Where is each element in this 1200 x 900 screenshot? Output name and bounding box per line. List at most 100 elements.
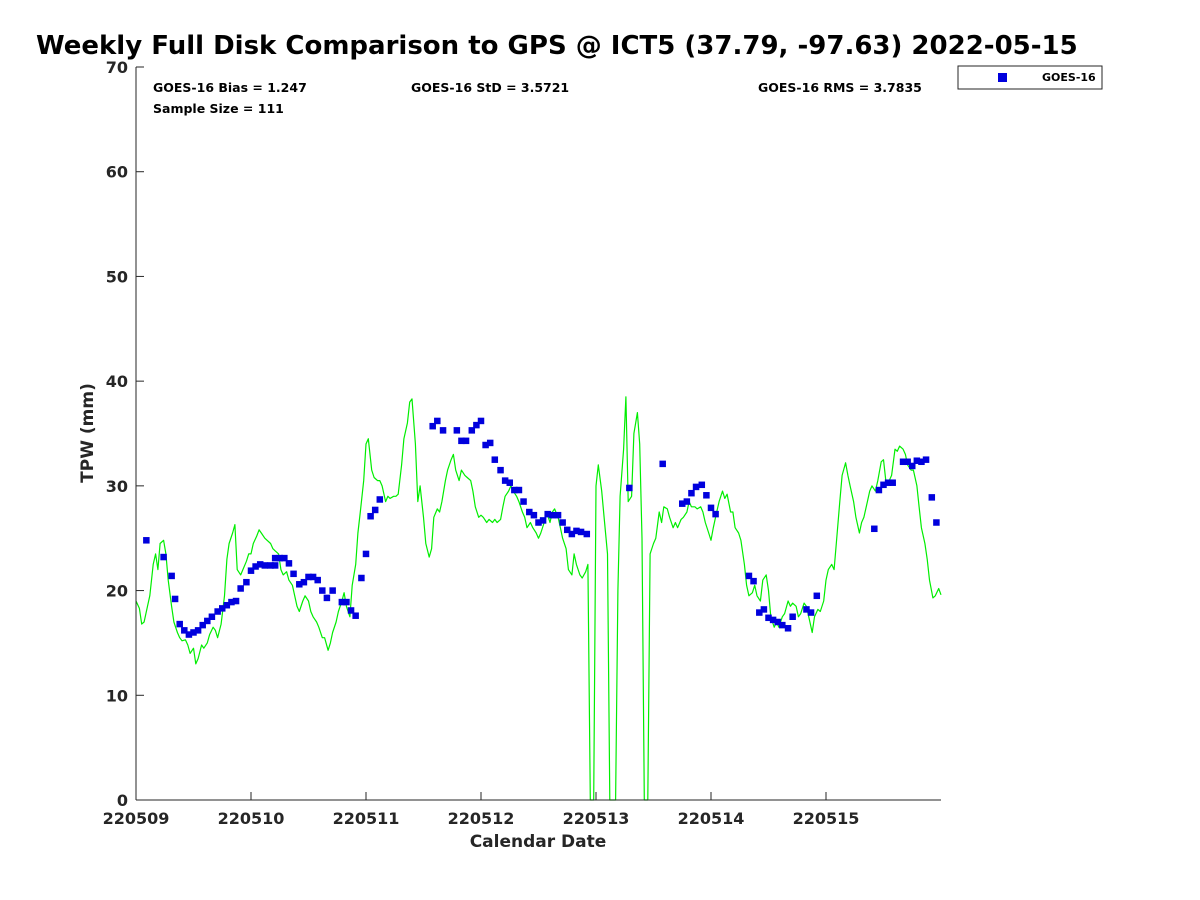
goes16-point: [807, 609, 815, 616]
y-tick-label: 30: [106, 477, 128, 496]
goes16-point: [486, 439, 494, 447]
goes16-point: [549, 511, 556, 519]
goes16-point: [922, 456, 930, 463]
goes16-point: [875, 486, 883, 494]
goes16-point: [659, 460, 666, 468]
y-tick-label: 20: [106, 582, 128, 601]
goes16-point: [501, 477, 509, 484]
goes16-point: [688, 489, 695, 497]
goes16-point: [181, 627, 188, 634]
std-stat: GOES-16 StD = 3.5721: [411, 80, 569, 95]
goes16-point: [160, 553, 167, 561]
goes16-point: [511, 486, 518, 494]
goes16-point: [223, 601, 231, 609]
goes16-point: [577, 528, 585, 536]
goes16-point: [530, 511, 538, 519]
goes16-point: [290, 570, 297, 578]
y-tick-label: 10: [106, 686, 128, 705]
goes16-point: [199, 621, 206, 629]
plot-area: [136, 67, 941, 800]
y-axis-ticks: 0 10 20 30 40 50 60 70: [106, 58, 144, 810]
gps-series-line: [135, 396, 942, 801]
legend: GOES-16: [957, 65, 1103, 90]
goes16-point: [261, 562, 269, 569]
x-tick-label: 220515: [793, 809, 860, 828]
legend-marker-goes16: [998, 73, 1007, 82]
goes16-point: [880, 481, 887, 489]
goes16-point: [228, 598, 235, 606]
goes16-point: [190, 629, 197, 636]
goes16-point: [267, 562, 274, 569]
goes16-marker-layer: [143, 417, 940, 638]
goes16-point: [933, 519, 940, 526]
goes16-point: [774, 618, 781, 626]
goes16-point: [232, 597, 240, 605]
goes16-point: [482, 441, 489, 449]
y-tick-label: 60: [106, 163, 128, 182]
goes16-point: [185, 631, 193, 638]
y-tick-label: 50: [106, 267, 128, 286]
goes16-point: [362, 550, 370, 558]
goes16-point: [243, 578, 250, 586]
goes16-point: [564, 526, 571, 534]
goes16-point: [281, 554, 288, 562]
goes16-point: [871, 525, 878, 533]
goes16-point: [554, 511, 562, 519]
goes16-point: [371, 506, 379, 514]
goes16-point: [214, 608, 221, 615]
goes16-point: [219, 605, 226, 612]
goes16-point: [367, 512, 374, 520]
goes16-point: [909, 462, 916, 470]
goes16-point: [539, 517, 547, 524]
goes16-point: [256, 561, 264, 568]
y-tick-label: 40: [106, 372, 128, 391]
goes16-point: [765, 614, 772, 622]
goes16-point: [683, 498, 691, 505]
goes16-point: [703, 492, 710, 499]
goes16-point: [252, 563, 259, 570]
goes16-point: [769, 616, 777, 624]
goes16-point: [750, 577, 757, 585]
goes16-point: [692, 483, 700, 491]
chart-title: Weekly Full Disk Comparison to GPS @ ICT…: [36, 31, 1078, 61]
goes16-point: [745, 572, 753, 580]
goes16-point: [143, 537, 150, 544]
goes16-point: [491, 456, 499, 463]
goes16-point: [712, 510, 719, 518]
goes16-point: [314, 576, 321, 584]
x-tick-label: 220510: [218, 809, 285, 828]
goes16-point: [247, 567, 255, 574]
gps-line-layer: [135, 396, 942, 801]
goes16-point: [913, 457, 921, 464]
goes16-point: [904, 458, 911, 466]
x-tick-label: 220514: [678, 809, 745, 828]
x-tick-label: 220513: [563, 809, 630, 828]
goes16-point: [323, 594, 331, 602]
goes16-point: [300, 578, 308, 586]
goes16-point: [889, 479, 896, 486]
goes16-point: [784, 625, 792, 632]
sample-size-stat: Sample Size = 111: [153, 101, 284, 116]
goes16-point: [535, 519, 542, 526]
goes16-point: [477, 417, 485, 425]
legend-label-goes16: GOES-16: [1042, 71, 1096, 84]
goes16-point: [276, 554, 283, 562]
goes16-point: [237, 585, 244, 592]
goes16-point: [568, 530, 576, 538]
goes16-point: [271, 554, 279, 562]
goes16-point: [208, 613, 216, 620]
goes16-point: [813, 592, 821, 600]
x-axis-label: Calendar Date: [470, 832, 607, 852]
goes16-point: [458, 437, 465, 445]
goes16-point: [928, 494, 936, 501]
goes16-point: [168, 572, 175, 580]
goes16-point: [789, 613, 796, 620]
goes16-point: [544, 510, 551, 518]
goes16-point: [583, 530, 591, 538]
y-axis-label: TPW (mm): [78, 383, 98, 483]
goes16-point: [439, 427, 447, 434]
goes16-point: [497, 466, 504, 474]
goes16-point: [309, 573, 317, 581]
goes16-point: [899, 458, 907, 466]
